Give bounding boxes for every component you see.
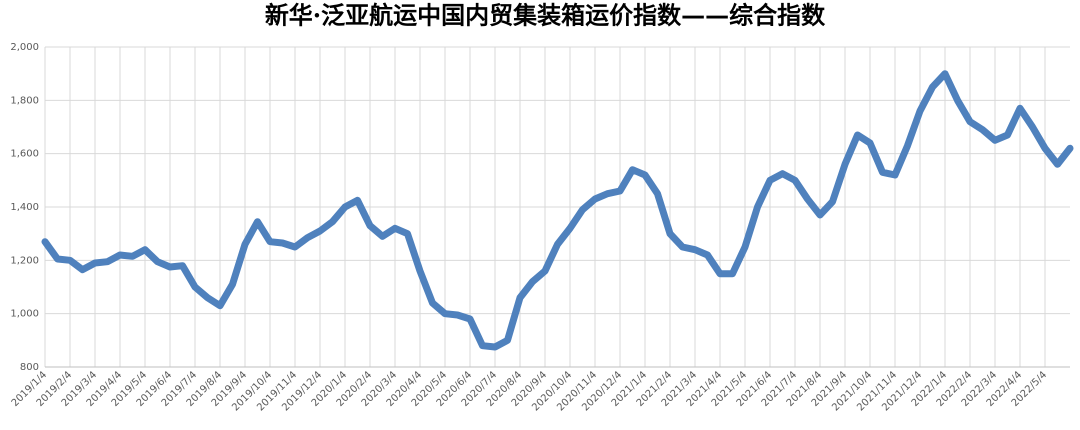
- y-tick-label: 800: [20, 362, 39, 373]
- y-tick-label: 1,000: [10, 309, 39, 320]
- y-tick-label: 1,200: [10, 255, 39, 266]
- y-tick-label: 2,000: [10, 42, 39, 53]
- chart-title: 新华·泛亚航运中国内贸集装箱运价指数——综合指数: [265, 1, 826, 30]
- y-tick-label: 1,600: [10, 149, 39, 160]
- line-series: [41, 70, 1074, 351]
- y-tick-label: 1,800: [10, 95, 39, 106]
- y-tick-label: 1,400: [10, 202, 39, 213]
